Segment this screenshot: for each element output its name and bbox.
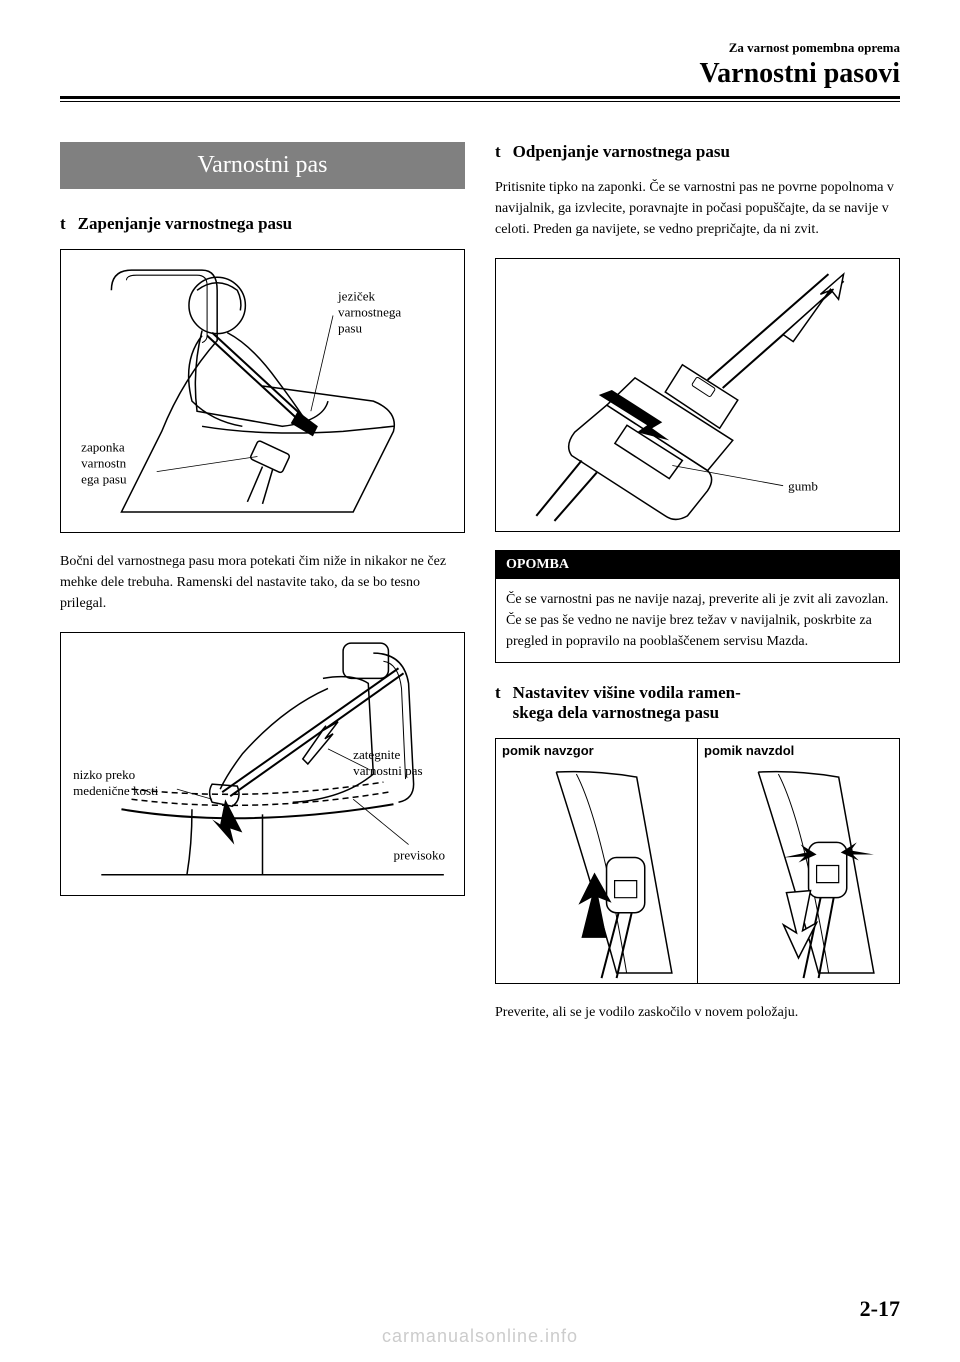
page-number: 2-17: [860, 1296, 900, 1322]
content-columns: Varnostni pas t Zapenjanje varnostnega p…: [60, 142, 900, 1041]
note-body: Če se varnostni pas ne navije nazaj, pre…: [496, 579, 899, 662]
left-column: Varnostni pas t Zapenjanje varnostnega p…: [60, 142, 465, 1041]
subheading-text: Zapenjanje varnostnega pasu: [78, 214, 292, 234]
figure-half-up: pomik navzgor: [496, 739, 697, 983]
figure-fasten-belt: jeziček varnostnega pasu zaponka varnost…: [60, 249, 465, 533]
label-tongue: pasu: [338, 321, 362, 336]
label-buckle: zaponka: [81, 439, 125, 454]
subheading-text: Nastavitev višine vodila ramen- skega de…: [513, 683, 741, 723]
label-tight: varnostni pas: [353, 763, 422, 778]
figure-half-down: pomik navzdol: [697, 739, 899, 983]
paragraph-check-lock: Preverite, ali se je vodilo zaskočilo v …: [495, 1002, 900, 1023]
subheading-marker: t: [495, 683, 501, 703]
figure-belt-position: nizko preko medenične kosti zategnite va…: [60, 632, 465, 896]
subheading-text: Odpenjanje varnostnega pasu: [513, 142, 730, 162]
label-buckle: ega pasu: [81, 472, 127, 487]
subheading-fasten: t Zapenjanje varnostnega pasu: [60, 214, 465, 234]
paragraph-unfasten: Pritisnite tipko na zaponki. Če se varno…: [495, 177, 900, 240]
subheading-marker: t: [60, 214, 66, 234]
watermark: carmanualsonline.info: [0, 1326, 960, 1347]
label-high: previsoko: [393, 848, 445, 863]
label-tongue: jeziček: [337, 288, 375, 303]
label-low: nizko preko: [73, 767, 136, 782]
label-button: gumb: [788, 479, 818, 494]
note-box: OPOMBA Če se varnostni pas ne navije naz…: [495, 550, 900, 663]
right-column: t Odpenjanje varnostnega pasu Pritisnite…: [495, 142, 900, 1041]
subheading-unfasten: t Odpenjanje varnostnega pasu: [495, 142, 900, 162]
label-tongue: varnostnega: [338, 304, 401, 319]
paragraph-belt-position: Bočni del varnostnega pasu mora potekati…: [60, 551, 465, 614]
section-banner: Varnostni pas: [60, 142, 465, 189]
label-move-down: pomik navzdol: [698, 739, 899, 762]
page-header: Za varnost pomembna oprema Varnostni pas…: [60, 40, 900, 102]
figure-height-adjust: pomik navzgor: [495, 738, 900, 984]
subheading-height-adjust: t Nastavitev višine vodila ramen- skega …: [495, 683, 900, 723]
label-tight: zategnite: [353, 747, 400, 762]
label-buckle: varnostn: [81, 456, 127, 471]
figure-buckle-release: gumb: [495, 258, 900, 532]
label-move-up: pomik navzgor: [496, 739, 697, 762]
note-title: OPOMBA: [496, 551, 899, 579]
header-title: Varnostni pasovi: [60, 58, 900, 90]
label-low: medenične kosti: [73, 783, 159, 798]
subheading-marker: t: [495, 142, 501, 162]
header-rule-thin: [60, 101, 900, 102]
header-category: Za varnost pomembna oprema: [60, 40, 900, 56]
header-rule-thick: [60, 96, 900, 99]
